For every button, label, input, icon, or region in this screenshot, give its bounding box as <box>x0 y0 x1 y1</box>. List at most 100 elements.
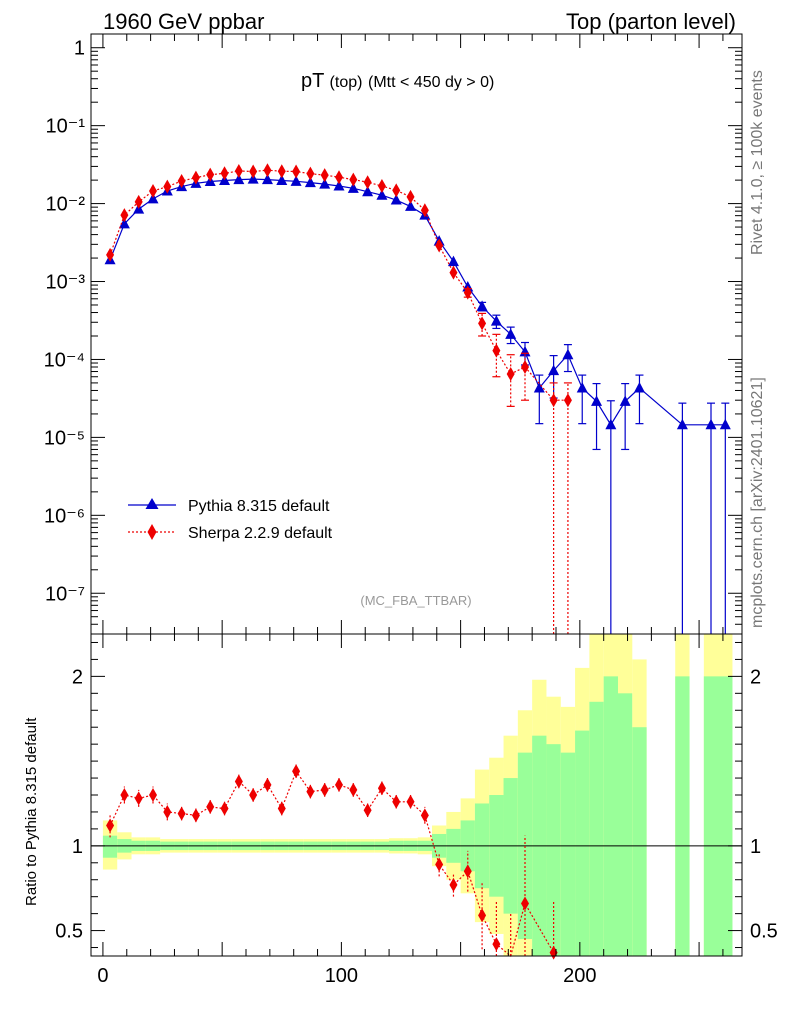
main-y-tick-label: 10⁻⁷ <box>45 583 85 605</box>
ratio-band-inner <box>618 693 633 956</box>
ratio-y-tick-label: 2 <box>72 666 83 688</box>
header-left: 1960 GeV ppbar <box>103 9 264 34</box>
data-point <box>506 367 515 382</box>
data-point <box>591 395 603 406</box>
main-y-tick-label: 10⁻⁶ <box>44 505 85 527</box>
data-point <box>548 364 560 376</box>
data-point <box>276 174 288 185</box>
legend-sherpa-marker <box>147 524 157 540</box>
ratio-data-point <box>249 788 258 802</box>
data-point <box>505 328 517 339</box>
ratio-data-point <box>220 801 229 816</box>
data-point <box>563 393 572 408</box>
ratio-band-inner <box>675 676 690 956</box>
main-y-tick-label: 1 <box>74 38 85 60</box>
data-point <box>363 175 372 190</box>
data-point <box>390 194 402 205</box>
data-point <box>447 255 459 267</box>
series-pythia <box>104 173 731 634</box>
ratio-data-point <box>306 784 315 799</box>
watermark-label: (MC_FBA_TTBAR) <box>360 593 471 608</box>
data-point <box>177 173 186 188</box>
data-point <box>376 189 388 200</box>
ratio-band-inner <box>102 835 118 858</box>
data-point <box>405 200 417 211</box>
data-point <box>476 300 488 311</box>
main-y-tick-label: 10⁻³ <box>46 272 86 294</box>
data-point <box>449 265 458 280</box>
ratio-data-point <box>177 806 186 821</box>
data-point <box>134 194 143 209</box>
data-point <box>362 185 374 197</box>
legend-sherpa-label: Sherpa 2.2.9 default <box>188 525 333 542</box>
ratio-y-axis-label: Ratio to Pythia 8.315 default <box>23 717 40 906</box>
plot-title-main: pT <box>301 70 324 92</box>
ratio-band-inner <box>575 730 590 956</box>
ratio-data-point <box>263 777 272 792</box>
data-point <box>206 167 215 182</box>
data-point <box>249 164 258 179</box>
ratio-data-point <box>377 781 386 796</box>
data-point <box>233 173 245 185</box>
ratio-data-point <box>106 818 115 833</box>
ratio-data-point <box>392 794 401 809</box>
ratio-data-point <box>349 782 358 797</box>
legend-pythia-marker <box>145 498 159 509</box>
ratio-y-tick-label-right: 2 <box>750 666 761 688</box>
data-point <box>705 418 717 430</box>
data-point <box>319 178 331 189</box>
rivet-version-label: Rivet 4.1.0, ≥ 100k events <box>749 70 766 255</box>
data-point <box>149 184 157 199</box>
data-point <box>492 343 501 358</box>
data-point <box>118 217 130 229</box>
ratio-data-point <box>191 808 200 823</box>
ratio-band-inner <box>703 676 733 956</box>
ratio-data-point <box>292 764 301 779</box>
mcplots-label: mcplots.cern.ch [arXiv:2401.10621] <box>749 377 766 628</box>
ratio-data-point <box>335 777 343 792</box>
data-point <box>435 238 444 253</box>
main-y-tick-label: 10⁻⁵ <box>44 427 85 449</box>
ratio-data-point <box>492 937 501 952</box>
data-point <box>420 203 429 218</box>
ratio-data-point <box>234 774 243 789</box>
ratio-data-point <box>449 877 458 892</box>
data-point <box>306 166 315 181</box>
data-point <box>234 163 243 178</box>
ratio-band-inner <box>632 727 647 956</box>
data-point <box>619 395 631 406</box>
data-point <box>478 316 487 331</box>
ratio-data-point <box>320 782 329 797</box>
plot-title-sub: (top) <box>330 74 363 91</box>
main-y-tick-label: 10⁻² <box>46 194 86 216</box>
data-point <box>392 183 401 198</box>
ratio-data-point <box>435 857 444 872</box>
data-point <box>605 418 617 430</box>
ratio-y-tick-label-right: 1 <box>750 836 761 858</box>
ratio-data-point <box>134 791 143 806</box>
plot-title-cut: (Mtt < 450 dy > 0) <box>368 74 494 91</box>
ratio-data-point <box>277 801 286 816</box>
data-point <box>106 247 115 262</box>
x-tick-label: 100 <box>325 965 358 987</box>
data-point <box>406 189 415 204</box>
data-point <box>277 164 286 179</box>
data-point <box>349 172 358 187</box>
legend: Pythia 8.315 default Sherpa 2.2.9 defaul… <box>128 498 333 542</box>
main-plot-panel: 1 10⁻¹ 10⁻² 10⁻³ 10⁻⁴ 10⁻⁵ 10⁻⁶ 10⁻⁷ pT (top) (… <box>44 33 743 635</box>
data-point <box>676 418 688 430</box>
data-point <box>163 179 172 194</box>
data-point <box>335 170 343 185</box>
data-point <box>533 382 545 393</box>
ratio-data-point <box>478 908 487 923</box>
data-point <box>347 182 359 193</box>
data-point <box>562 348 574 360</box>
ratio-series-sherpa <box>106 764 558 960</box>
data-point <box>490 315 502 326</box>
legend-entry-sherpa: Sherpa 2.2.9 default <box>128 524 333 542</box>
ratio-data-point <box>206 799 215 814</box>
legend-pythia-label: Pythia 8.315 default <box>188 498 330 515</box>
x-tick-label: 0 <box>97 965 108 987</box>
main-y-tick-label: 10⁻⁴ <box>44 349 85 371</box>
